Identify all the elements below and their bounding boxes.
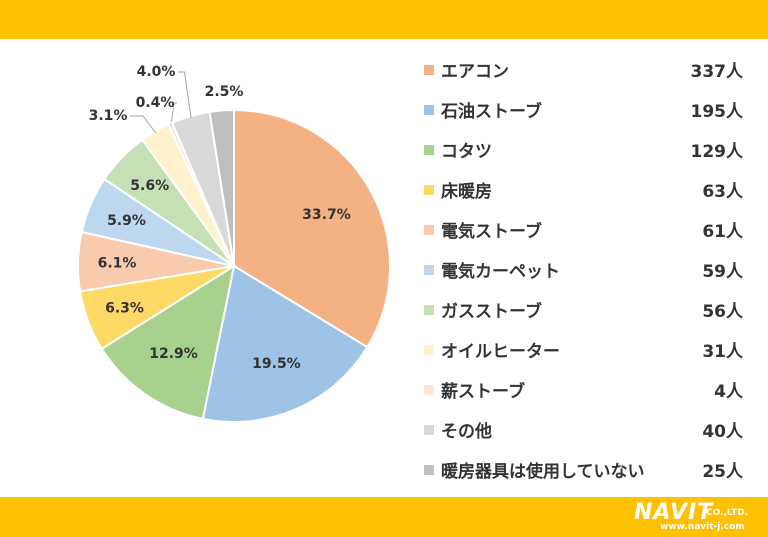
legend-count: 56人 bbox=[702, 302, 743, 322]
legend-label: 薪ストーブ bbox=[441, 382, 525, 402]
legend-count: 63人 bbox=[702, 182, 743, 202]
legend-item: その他 40人 bbox=[424, 419, 749, 459]
legend-count: 129人 bbox=[690, 142, 744, 162]
legend-count: 40人 bbox=[702, 422, 743, 442]
legend-item: 電気ストーブ 61人 bbox=[424, 219, 749, 259]
legend-label: 暖房器具は使用していない bbox=[441, 462, 645, 482]
legend-label: 石油ストーブ bbox=[441, 102, 542, 122]
logo-suffix: CO.,LTD. bbox=[706, 508, 749, 518]
legend-swatch bbox=[424, 465, 434, 475]
pie-slice bbox=[100, 263, 236, 421]
legend-item: 電気カーペット 59人 bbox=[424, 259, 749, 299]
slice-percent-label: 5.6% bbox=[130, 178, 169, 194]
legend-item: 石油ストーブ 195人 bbox=[424, 99, 749, 139]
legend-count: 195人 bbox=[690, 102, 744, 122]
legend-label: オイルヒーター bbox=[441, 342, 560, 362]
legend-count: 31人 bbox=[702, 342, 743, 362]
legend-count: 4人 bbox=[714, 382, 743, 402]
legend: エアコン 337人石油ストーブ 195人コタツ 129人床暖房 63人電気ストーブ 61人… bbox=[424, 59, 749, 499]
leader-line bbox=[130, 115, 157, 134]
legend-item: エアコン 337人 bbox=[424, 59, 749, 99]
slice-percent-label: 0.4% bbox=[136, 95, 175, 111]
slice-percent-label: 4.0% bbox=[137, 64, 176, 80]
slice-percent-label: 12.9% bbox=[149, 346, 198, 362]
legend-count: 59人 bbox=[702, 262, 743, 282]
logo-url: www.navit-j.com bbox=[660, 522, 745, 532]
legend-swatch bbox=[424, 345, 434, 355]
legend-count: 25人 bbox=[702, 462, 743, 482]
legend-label: コタツ bbox=[441, 142, 492, 162]
slice-percent-label: 6.3% bbox=[105, 300, 144, 316]
legend-item: 暖房器具は使用していない 25人 bbox=[424, 459, 749, 499]
legend-swatch bbox=[424, 65, 434, 75]
legend-swatch bbox=[424, 105, 434, 115]
legend-item: ガスストーブ 56人 bbox=[424, 299, 749, 339]
legend-swatch bbox=[424, 265, 434, 275]
legend-item: コタツ 129人 bbox=[424, 139, 749, 179]
slice-percent-label: 3.1% bbox=[89, 108, 128, 124]
pie-slice bbox=[201, 264, 369, 423]
legend-swatch bbox=[424, 305, 434, 315]
legend-swatch bbox=[424, 425, 434, 435]
leader-line bbox=[178, 71, 192, 119]
legend-item: 床暖房 63人 bbox=[424, 179, 749, 219]
bottom-band bbox=[0, 497, 768, 537]
legend-label: 床暖房 bbox=[441, 182, 492, 202]
legend-item: 薪ストーブ 4人 bbox=[424, 379, 749, 419]
legend-label: エアコン bbox=[441, 62, 509, 82]
slice-percent-label: 2.5% bbox=[205, 84, 244, 100]
slice-percent-label: 33.7% bbox=[302, 207, 351, 223]
legend-label: その他 bbox=[441, 422, 492, 442]
legend-label: 電気ストーブ bbox=[441, 222, 542, 242]
legend-swatch bbox=[424, 185, 434, 195]
top-band bbox=[0, 0, 768, 39]
pie-slice bbox=[233, 108, 391, 349]
slice-percent-label: 6.1% bbox=[98, 256, 137, 272]
slice-percent-label: 5.9% bbox=[107, 213, 146, 229]
legend-label: ガスストーブ bbox=[441, 302, 542, 322]
legend-swatch bbox=[424, 385, 434, 395]
company-logo: NAVIT CO.,LTD. www.navit-j.com bbox=[634, 500, 758, 534]
pie-slice bbox=[208, 108, 235, 267]
legend-label: 電気カーペット bbox=[441, 262, 560, 282]
legend-swatch bbox=[424, 145, 434, 155]
logo-mark: NAVIT bbox=[634, 500, 714, 525]
legend-item: オイルヒーター 31人 bbox=[424, 339, 749, 379]
slice-percent-label: 19.5% bbox=[252, 356, 301, 372]
legend-swatch bbox=[424, 225, 434, 235]
legend-count: 337人 bbox=[690, 62, 744, 82]
legend-count: 61人 bbox=[702, 222, 743, 242]
leader-line bbox=[170, 102, 177, 126]
pie-chart: 33.7% 19.5% 12.9% 6.3% 6.1% 5.9% 5.6% 3.1% 0.4% 4… bbox=[77, 64, 391, 423]
